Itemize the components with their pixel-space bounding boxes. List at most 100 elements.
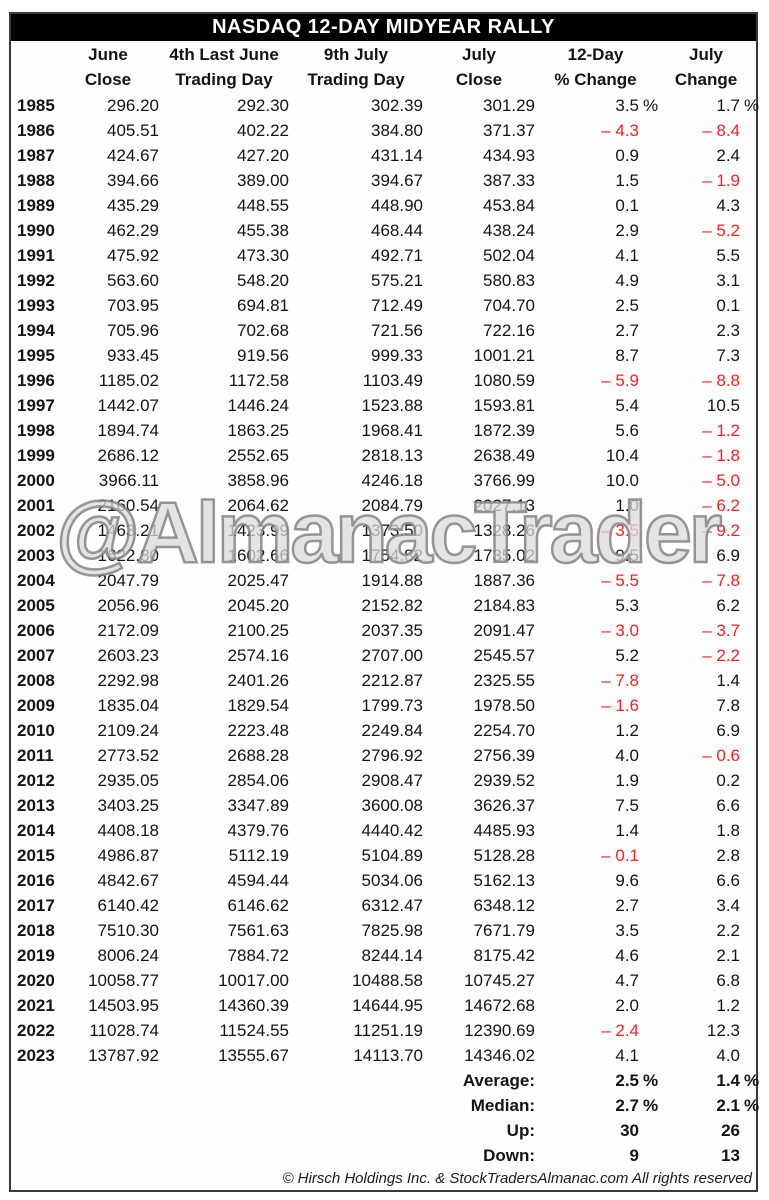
- pct-suffix: [740, 393, 756, 418]
- chg-12day-cell: 2.7: [615, 321, 639, 340]
- chg-12day-cell: 5.2: [615, 646, 639, 665]
- july-chg-cell: – 1.2: [702, 421, 740, 440]
- pct-suffix: [639, 768, 656, 793]
- june-4th-last-cell: 14360.39: [218, 996, 289, 1015]
- table-row: 2010 2109.24 2223.48 2249.84 2254.70 1.2 6.9: [11, 718, 756, 743]
- year-cell: 1993: [17, 296, 55, 315]
- year-cell: 1994: [17, 321, 55, 340]
- july-close-cell: 1887.36: [473, 571, 535, 590]
- chg-12day-cell: 1.4: [615, 821, 639, 840]
- june-close-cell: 4408.18: [97, 821, 159, 840]
- year-cell: 2020: [17, 971, 55, 990]
- july-9th-cell: 1968.41: [361, 421, 423, 440]
- july-close-cell: 704.70: [483, 296, 535, 315]
- chg-12day-cell: 3.5: [615, 96, 639, 115]
- year-cell: 2021: [17, 996, 55, 1015]
- june-4th-last-cell: 2223.48: [227, 721, 289, 740]
- july-chg-cell: 3.1: [716, 271, 740, 290]
- july-9th-cell: 1914.88: [361, 571, 423, 590]
- june-close-cell: 2109.24: [97, 721, 159, 740]
- june-close-cell: 2160.54: [97, 496, 159, 515]
- table-row: 1997 1442.07 1446.24 1523.88 1593.81 5.4 10.5: [11, 393, 756, 418]
- summary-12day-value: 9: [629, 1146, 639, 1165]
- summary-july-value: 1.4: [716, 1071, 740, 1090]
- june-close-cell: 2047.79: [97, 571, 159, 590]
- pct-suffix: [639, 218, 656, 243]
- pct-suffix: [740, 693, 756, 718]
- june-4th-last-cell: 6146.62: [227, 896, 289, 915]
- year-cell: 2022: [17, 1021, 55, 1040]
- pct-suffix: [740, 368, 756, 393]
- june-close-cell: 4986.87: [97, 846, 159, 865]
- pct-suffix: [639, 318, 656, 343]
- year-cell: 2010: [17, 721, 55, 740]
- july-chg-cell: 6.2: [716, 596, 740, 615]
- header-line: July: [461, 45, 497, 64]
- june-4th-last-cell: 448.55: [237, 196, 289, 215]
- july-close-cell: 3626.37: [473, 796, 535, 815]
- june-close-cell: 1442.07: [97, 396, 159, 415]
- pct-suffix: [639, 418, 656, 443]
- chg-12day-cell: 5.6: [615, 421, 639, 440]
- year-column-header-spacer: [11, 41, 57, 93]
- july-9th-cell: 431.14: [371, 146, 423, 165]
- june-close-cell: 933.45: [107, 346, 159, 365]
- year-cell: 2006: [17, 621, 55, 640]
- pct-suffix: [639, 168, 656, 193]
- chg-12day-cell: 0.1: [615, 196, 639, 215]
- june-4th-last-cell: 2025.47: [227, 571, 289, 590]
- fourth-last-june-header: 4th Last June Trading Day: [159, 41, 289, 93]
- july-9th-cell: 1754.82: [361, 546, 423, 565]
- july-close-cell: 6348.12: [473, 896, 535, 915]
- june-4th-last-cell: 13555.67: [218, 1046, 289, 1065]
- pct-suffix: [639, 443, 656, 468]
- table-row: 1987 424.67 427.20 431.14 434.93 0.9 2.4: [11, 143, 756, 168]
- june-close-cell: 703.95: [107, 296, 159, 315]
- chg-12day-cell: 2.7: [615, 896, 639, 915]
- year-cell: 1986: [17, 121, 55, 140]
- header-line: % Change: [554, 70, 637, 89]
- year-cell: 2002: [17, 521, 55, 540]
- year-cell: 2015: [17, 846, 55, 865]
- year-cell: 2014: [17, 821, 55, 840]
- june-4th-last-cell: 1423.99: [227, 521, 289, 540]
- june-4th-last-cell: 2401.26: [227, 671, 289, 690]
- pct-suffix: [639, 1143, 656, 1168]
- july-chg-cell: 12.3: [706, 1021, 740, 1040]
- july-chg-cell: 2.3: [716, 321, 740, 340]
- table-row: 2001 2160.54 2064.62 2084.79 2027.13 1.0 – 6.2: [11, 493, 756, 518]
- pct-suffix: [639, 593, 656, 618]
- june-4th-last-cell: 10017.00: [218, 971, 289, 990]
- table-row: 2011 2773.52 2688.28 2796.92 2756.39 4.0 – 0.6: [11, 743, 756, 768]
- july-close-cell: 14346.02: [464, 1046, 535, 1065]
- pct-suffix: [740, 918, 756, 943]
- table-row: 2003 1622.80 1602.66 1754.82 1735.02 9.5 6.9: [11, 543, 756, 568]
- july-chg-cell: – 8.8: [702, 371, 740, 390]
- chg-12day-cell: – 7.8: [601, 671, 639, 690]
- july-close-cell: 2756.39: [473, 746, 535, 765]
- june-close-header: June Close: [57, 41, 159, 93]
- table-row: 2019 8006.24 7884.72 8244.14 8175.42 4.6 2.1: [11, 943, 756, 968]
- july-chg-cell: 2.2: [716, 921, 740, 940]
- july-close-cell: 10745.27: [464, 971, 535, 990]
- june-4th-last-cell: 7561.63: [227, 921, 289, 940]
- june-4th-last-cell: 402.22: [237, 121, 289, 140]
- june-4th-last-cell: 1829.54: [227, 696, 289, 715]
- pct-suffix: [740, 1143, 756, 1168]
- table-row: 1989 435.29 448.55 448.90 453.84 0.1 4.3: [11, 193, 756, 218]
- july-chg-cell: 7.3: [716, 346, 740, 365]
- june-close-cell: 14503.95: [88, 996, 159, 1015]
- chg-12day-cell: – 0.1: [601, 846, 639, 865]
- july-chg-cell: – 7.8: [702, 571, 740, 590]
- pct-suffix: [740, 893, 756, 918]
- june-4th-last-cell: 2854.06: [227, 771, 289, 790]
- year-cell: 2007: [17, 646, 55, 665]
- july-chg-cell: – 2.2: [702, 646, 740, 665]
- chg-12day-cell: 8.7: [615, 346, 639, 365]
- june-4th-last-cell: 702.68: [237, 321, 289, 340]
- table-row: 1996 1185.02 1172.58 1103.49 1080.59 – 5.9 – 8…: [11, 368, 756, 393]
- chg-12day-cell: 2.5: [615, 296, 639, 315]
- table-row: 1991 475.92 473.30 492.71 502.04 4.1 5.5: [11, 243, 756, 268]
- july-9th-cell: 6312.47: [361, 896, 423, 915]
- pct-suffix: [740, 343, 756, 368]
